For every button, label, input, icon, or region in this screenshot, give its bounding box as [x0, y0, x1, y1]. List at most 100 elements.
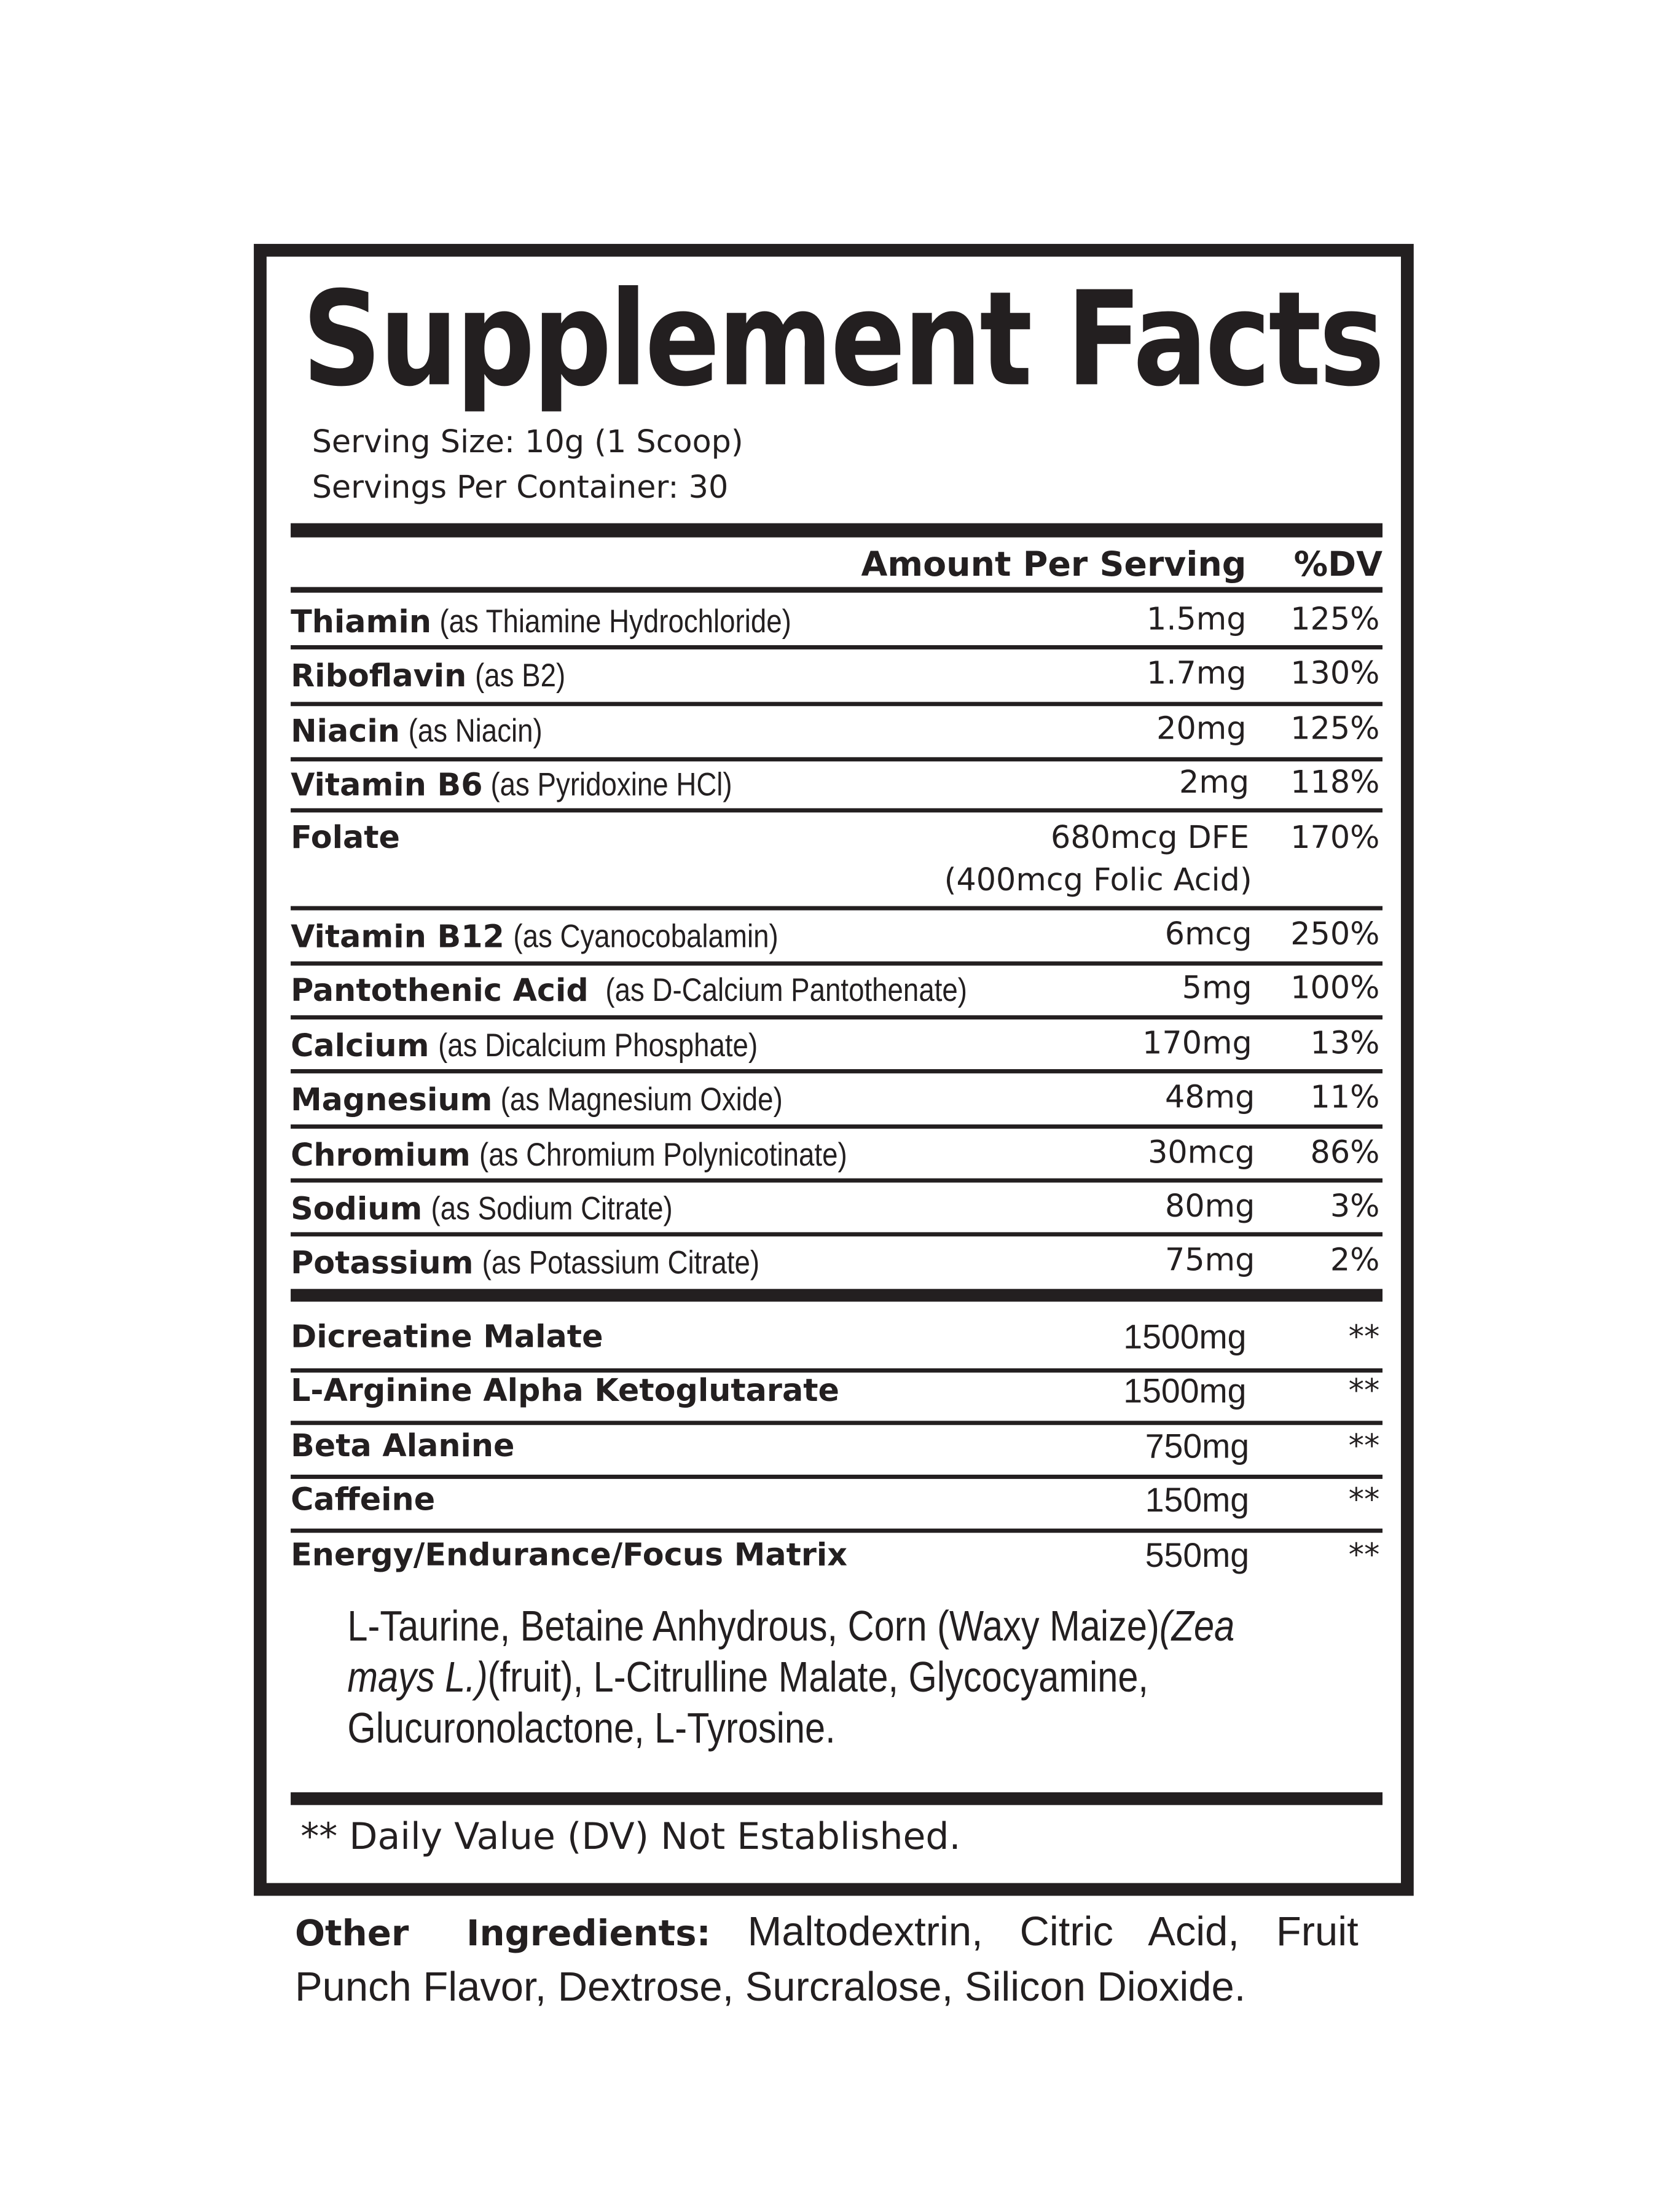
ingredient-dv: **: [1348, 1483, 1380, 1519]
nutrient-name: Thiamin: [291, 605, 431, 641]
ingredient-row: Beta Alanine 750mg **: [291, 1428, 1382, 1468]
nutrient-dv: 100%: [1290, 971, 1380, 1007]
ingredient-dv: **: [1348, 1320, 1380, 1356]
ingredient-name: Beta Alanine: [291, 1429, 515, 1465]
nutrient-row: Potassium (as Potassium Citrate) 75mg 2%: [291, 1242, 1382, 1282]
matrix-text: L-Taurine, Betaine Anhydrous, Corn (Waxy…: [347, 1603, 1159, 1651]
matrix-botanical-name: (Zea mays L.): [347, 1603, 1235, 1702]
nutrient-name: Magnesium: [291, 1083, 493, 1119]
ingredient-name: Caffeine: [291, 1483, 436, 1519]
nutrient-row: Calcium (as Dicalcium Phosphate) 170mg 13%: [291, 1025, 1382, 1065]
ingredient-row: L-Arginine Alpha Ketoglutarate 1500mg **: [291, 1373, 1382, 1413]
nutrient-source: (as Pyridoxine HCl): [491, 766, 733, 803]
nutrient-source: (as D-Calcium Pantothenate): [605, 971, 968, 1008]
nutrient-source: (as Niacin): [408, 712, 543, 749]
nutrient-amount: 6mcg: [1164, 917, 1252, 953]
nutrient-row: Riboflavin (as B2) 1.7mg 130%: [291, 655, 1382, 695]
label-border: [254, 243, 1414, 1896]
nutrient-amount-note: (400mcg Folic Acid): [944, 863, 1252, 900]
nutrient-amount: 1.5mg: [1147, 602, 1247, 638]
row-divider: [291, 808, 1382, 812]
other-ingredients-label: Other Ingredients:: [294, 1913, 711, 1954]
row-divider: [291, 1178, 1382, 1182]
row-divider: [291, 1232, 1382, 1236]
row-divider: [291, 1474, 1382, 1478]
amount-header: Amount Per Serving: [861, 544, 1247, 584]
nutrient-source: (as Sodium Citrate): [431, 1190, 673, 1227]
nutrient-name: Vitamin B6: [291, 768, 483, 804]
ingredient-amount: 550mg: [1145, 1537, 1250, 1575]
nutrient-amount: 20mg: [1156, 712, 1247, 748]
row-divider: [291, 702, 1382, 706]
thick-divider: [291, 1288, 1382, 1302]
column-header: Amount Per Serving %DV: [291, 544, 1382, 584]
row-divider: [291, 645, 1382, 649]
nutrient-dv: 3%: [1330, 1190, 1380, 1225]
nutrient-dv: 13%: [1310, 1026, 1380, 1062]
nutrient-source: (as Dicalcium Phosphate): [437, 1026, 758, 1064]
row-divider: [291, 906, 1382, 910]
nutrient-name: Riboflavin: [291, 659, 467, 695]
nutrient-dv: 125%: [1290, 712, 1380, 748]
ingredient-name: L-Arginine Alpha Ketoglutarate: [291, 1374, 839, 1410]
ingredient-dv: **: [1348, 1429, 1380, 1465]
ingredient-dv: **: [1348, 1538, 1380, 1574]
nutrient-dv: 2%: [1330, 1243, 1380, 1279]
ingredient-amount: 1500mg: [1123, 1372, 1247, 1411]
ingredient-name: Energy/Endurance/Focus Matrix: [291, 1538, 848, 1574]
ingredient-dv: **: [1348, 1374, 1380, 1410]
nutrient-name: Sodium: [291, 1192, 423, 1228]
nutrient-name: Pantothenic Acid: [291, 974, 589, 1010]
nutrient-dv: 125%: [1290, 602, 1380, 638]
nutrient-row: Chromium (as Chromium Polynicotinate) 30mc…: [291, 1134, 1382, 1174]
row-divider: [291, 1069, 1382, 1073]
nutrient-dv: 250%: [1290, 917, 1380, 953]
nutrient-source: (as Cyanocobalamin): [512, 917, 779, 955]
ingredient-name: Dicreatine Malate: [291, 1320, 603, 1356]
nutrient-source: (as B2): [475, 656, 566, 694]
thick-divider: [291, 523, 1382, 538]
nutrient-row: Thiamin (as Thiamine Hydrochloride) 1.5mg 1…: [291, 601, 1382, 641]
nutrient-name: Calcium: [291, 1029, 429, 1065]
nutrient-name: Vitamin B12: [291, 920, 504, 956]
nutrient-amount: 680mcg DFE: [1051, 821, 1250, 857]
nutrient-name: Niacin: [291, 715, 400, 750]
ingredient-amount: 750mg: [1145, 1427, 1250, 1467]
serving-size: Serving Size: 10g (1 Scoop): [312, 425, 743, 461]
thick-divider: [291, 1792, 1382, 1805]
nutrient-amount-note-row: (400mcg Folic Acid): [291, 862, 1382, 902]
nutrient-source: (as Magnesium Oxide): [501, 1080, 783, 1118]
other-ingredients-text: Maltodextrin, Citric Acid, Fruit Punch F…: [294, 1910, 1359, 2011]
header-divider: [291, 587, 1382, 593]
nutrient-row: Sodium (as Sodium Citrate) 80mg 3%: [291, 1188, 1382, 1228]
servings-per-container: Servings Per Container: 30: [312, 471, 729, 506]
row-divider: [291, 1015, 1382, 1019]
row-divider: [291, 1124, 1382, 1128]
row-divider: [291, 1528, 1382, 1532]
nutrient-amount: 5mg: [1182, 971, 1252, 1007]
row-divider: [291, 1421, 1382, 1425]
nutrient-row: Magnesium (as Magnesium Oxide) 48mg 11%: [291, 1079, 1382, 1119]
nutrient-dv: 11%: [1310, 1080, 1380, 1116]
nutrient-row: Pantothenic Acid (as D-Calcium Pantothena…: [291, 970, 1382, 1010]
nutrient-dv: 170%: [1290, 821, 1380, 857]
dv-header: %DV: [1293, 544, 1382, 584]
nutrient-row: Niacin (as Niacin) 20mg 125%: [291, 710, 1382, 750]
row-divider: [291, 757, 1382, 761]
nutrient-dv: 118%: [1290, 766, 1380, 801]
ingredient-amount: 150mg: [1145, 1481, 1250, 1520]
nutrient-source: (as Thiamine Hydrochloride): [439, 602, 792, 640]
other-ingredients: Other Ingredients: Maltodextrin, Citric …: [295, 1906, 1359, 2015]
nutrient-source: (as Potassium Citrate): [482, 1243, 759, 1281]
row-divider: [291, 1368, 1382, 1372]
nutrient-amount: 2mg: [1179, 766, 1250, 801]
nutrient-row: Folate 680mcg DFE 170%: [291, 820, 1382, 860]
nutrient-amount: 30mcg: [1148, 1135, 1255, 1172]
nutrient-amount: 80mg: [1165, 1190, 1255, 1225]
row-divider: [291, 961, 1382, 965]
nutrient-source: (as Chromium Polynicotinate): [479, 1135, 847, 1173]
nutrient-dv: 86%: [1310, 1135, 1380, 1172]
nutrient-row: Vitamin B6 (as Pyridoxine HCl) 2mg 118%: [291, 764, 1382, 804]
nutrient-name: Folate: [291, 821, 400, 857]
